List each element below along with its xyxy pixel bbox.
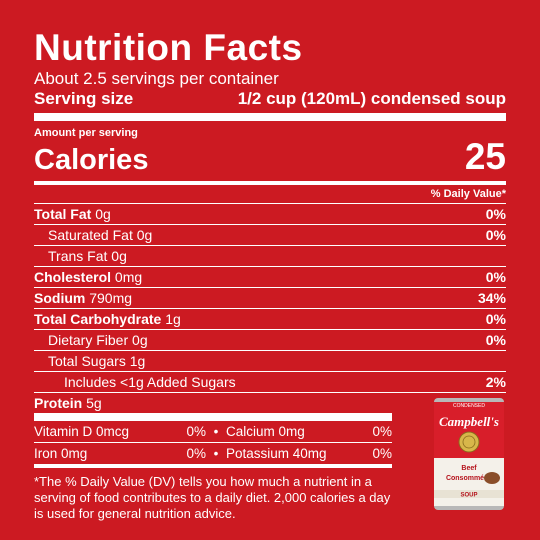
nutrient-name: Total Carbohydrate: [34, 311, 162, 327]
nutrient-amount: 5g: [86, 395, 102, 411]
nutrient-dv: 34%: [477, 290, 506, 306]
nutrient-name: Includes <1g Added Sugars: [64, 374, 236, 390]
nutrient-dv: 0%: [485, 311, 506, 327]
nutrient-row-cholesterol: Cholesterol 0mg 0%: [34, 266, 506, 287]
can-product-line2: Consommé: [446, 475, 484, 482]
nutrient-name: Sodium: [34, 290, 86, 306]
nutrient-row-trans-fat: Trans Fat 0g: [34, 245, 506, 266]
nutrient-amount: 790mg: [89, 290, 133, 306]
nutrient-row-saturated-fat: Saturated Fat 0g 0%: [34, 224, 506, 245]
nutrient-row-total-sugars: Total Sugars 1g: [34, 350, 506, 371]
nutrient-row-added-sugars: Includes <1g Added Sugars 2%: [34, 371, 506, 392]
nutrient-amount: 0g: [95, 206, 111, 222]
nutrient-name: Cholesterol: [34, 269, 112, 285]
can-brand-text: Campbell's: [439, 414, 499, 429]
mineral-dv: 0%: [372, 424, 392, 439]
can-bottom-text: SOUP: [460, 493, 477, 499]
nutrient-amount: 0g: [132, 332, 148, 348]
nutrient-name: Dietary Fiber: [48, 332, 129, 348]
vitamin-row: Vitamin D 0mcg 0% • Calcium 0mg 0%: [34, 421, 392, 442]
vitamin-dv: 0%: [186, 446, 206, 461]
divider-medium: [34, 464, 392, 468]
nutrient-amount: 1g: [129, 353, 146, 369]
nutrient-dv: 0%: [485, 269, 506, 285]
nutrient-dv: 2%: [485, 374, 506, 390]
calories-label: Calories: [34, 144, 149, 176]
bullet-separator: •: [213, 446, 219, 461]
calories-value: 25: [464, 136, 506, 177]
mineral-name: Calcium 0mg: [226, 424, 305, 439]
nutrient-row-dietary-fiber: Dietary Fiber 0g 0%: [34, 329, 506, 350]
can-soup-bowl-icon: [484, 472, 500, 484]
nutrient-row-total-carbohydrate: Total Carbohydrate 1g 0%: [34, 308, 506, 329]
daily-value-header: % Daily Value*: [430, 188, 506, 200]
nutrient-dv: 0%: [485, 227, 506, 243]
amount-per-serving: Amount per serving: [34, 127, 138, 139]
nutrient-amount: 0mg: [114, 269, 143, 285]
nutrient-amount: 0g: [111, 248, 127, 264]
nutrient-name: Saturated Fat: [48, 227, 133, 243]
bullet-separator: •: [213, 424, 219, 439]
nutrient-row-protein: Protein 5g: [34, 392, 506, 413]
nutrient-dv: 0%: [485, 206, 506, 222]
soup-can-image: CONDENSED Campbell's Beef Consommé SOUP: [434, 398, 504, 510]
label-title: Nutrition Facts: [34, 27, 303, 68]
nutrient-row-sodium: Sodium 790mg 34%: [34, 287, 506, 308]
can-product-line1: Beef: [461, 465, 477, 472]
calories-row: Calories 25: [34, 136, 506, 177]
vitamin-row: Iron 0mg 0% • Potassium 40mg 0%: [34, 442, 392, 464]
vitamin-name: Vitamin D 0mcg: [34, 424, 130, 439]
servings-per-container: About 2.5 servings per container: [34, 69, 279, 88]
can-top-text: CONDENSED: [453, 403, 485, 409]
mineral-name: Potassium 40mg: [226, 446, 327, 461]
divider-thick: [34, 413, 392, 421]
serving-size-label: Serving size: [34, 89, 134, 108]
nutrient-amount: 0g: [136, 227, 153, 243]
can-gold-medallion-icon: [458, 431, 480, 453]
serving-size-value: 1/2 cup (120mL) condensed soup: [237, 89, 506, 108]
nutrient-name: Trans Fat: [48, 248, 108, 264]
nutrient-name: Total Sugars: [48, 353, 126, 369]
nutrient-dv: 0%: [485, 332, 506, 348]
mineral-dv: 0%: [372, 446, 392, 461]
nutrient-name: Protein: [34, 395, 83, 411]
serving-size-row: Serving size 1/2 cup (120mL) condensed s…: [34, 88, 506, 109]
nutrient-row-total-fat: Total Fat 0g 0%: [34, 203, 506, 224]
divider-thick: [34, 113, 506, 121]
vitamin-name: Iron 0mg: [34, 446, 88, 461]
nutrient-name: Total Fat: [34, 206, 92, 222]
nutrition-facts-panel: Nutrition Facts About 2.5 servings per c…: [34, 28, 506, 522]
vitamin-dv: 0%: [186, 424, 206, 439]
vitamins-block: Vitamin D 0mcg 0% • Calcium 0mg 0% Iron 0m…: [34, 413, 392, 522]
divider-medium: [34, 181, 506, 185]
footnote: *The % Daily Value (DV) tells you how mu…: [34, 474, 391, 521]
nutrient-amount: 1g: [165, 311, 181, 327]
